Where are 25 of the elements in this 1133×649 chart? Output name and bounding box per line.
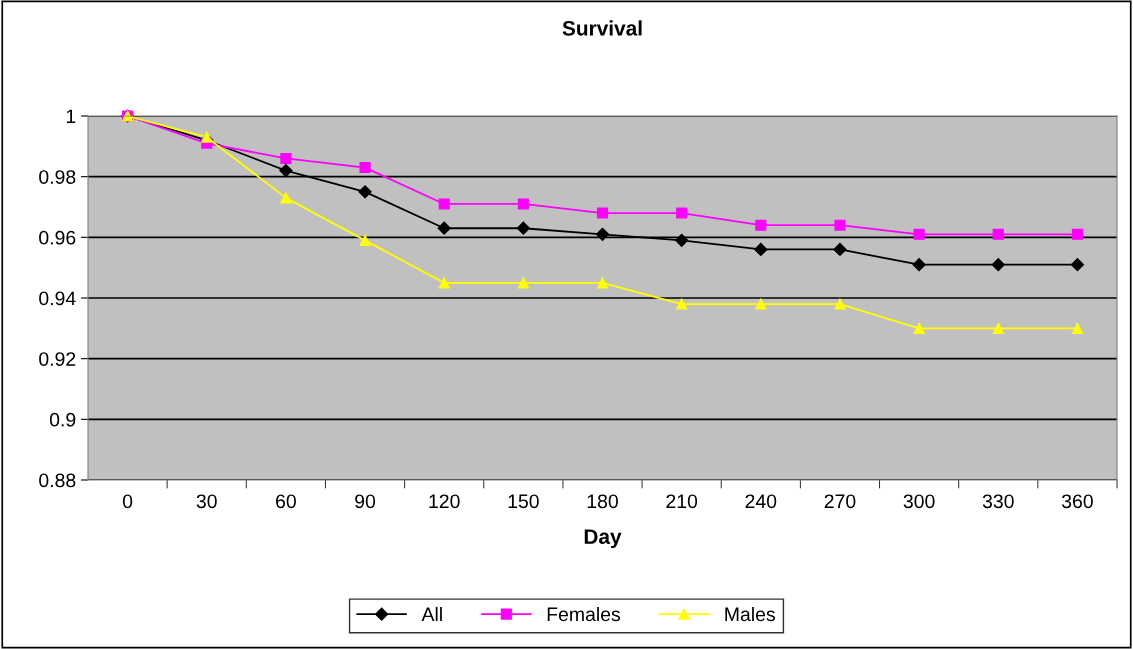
x-tick-label: 240 <box>745 494 777 509</box>
legend-label: Females <box>547 606 621 622</box>
x-tick-label: 300 <box>903 494 935 509</box>
y-tick-label: 0.96 <box>39 230 76 245</box>
legend-label: All <box>421 606 442 621</box>
y-tick-label: 0.98 <box>39 170 76 184</box>
y-tick-label: 0.88 <box>39 473 76 488</box>
x-tick-label: 270 <box>824 494 856 509</box>
x-tick-label: 0 <box>122 494 133 509</box>
x-axis-title: Day <box>584 529 622 549</box>
y-tick-label: 0.9 <box>49 412 76 427</box>
x-tick-label: 30 <box>196 494 217 509</box>
x-tick-label: 90 <box>355 494 376 509</box>
chart-title: Survival <box>562 20 642 36</box>
x-tick-label: 360 <box>1061 494 1093 509</box>
y-tick-label: 0.92 <box>39 352 76 366</box>
x-tick-label: 60 <box>276 494 296 509</box>
x-tick-label: 150 <box>508 494 539 509</box>
legend-label: Males <box>725 606 775 622</box>
x-tick-label: 180 <box>587 494 618 509</box>
y-tick-label: 1 <box>66 109 76 124</box>
x-tick-label: 330 <box>982 494 1014 509</box>
y-tick-label: 0.94 <box>39 291 76 306</box>
x-tick-label: 210 <box>666 494 698 509</box>
x-tick-label: 120 <box>429 494 460 509</box>
